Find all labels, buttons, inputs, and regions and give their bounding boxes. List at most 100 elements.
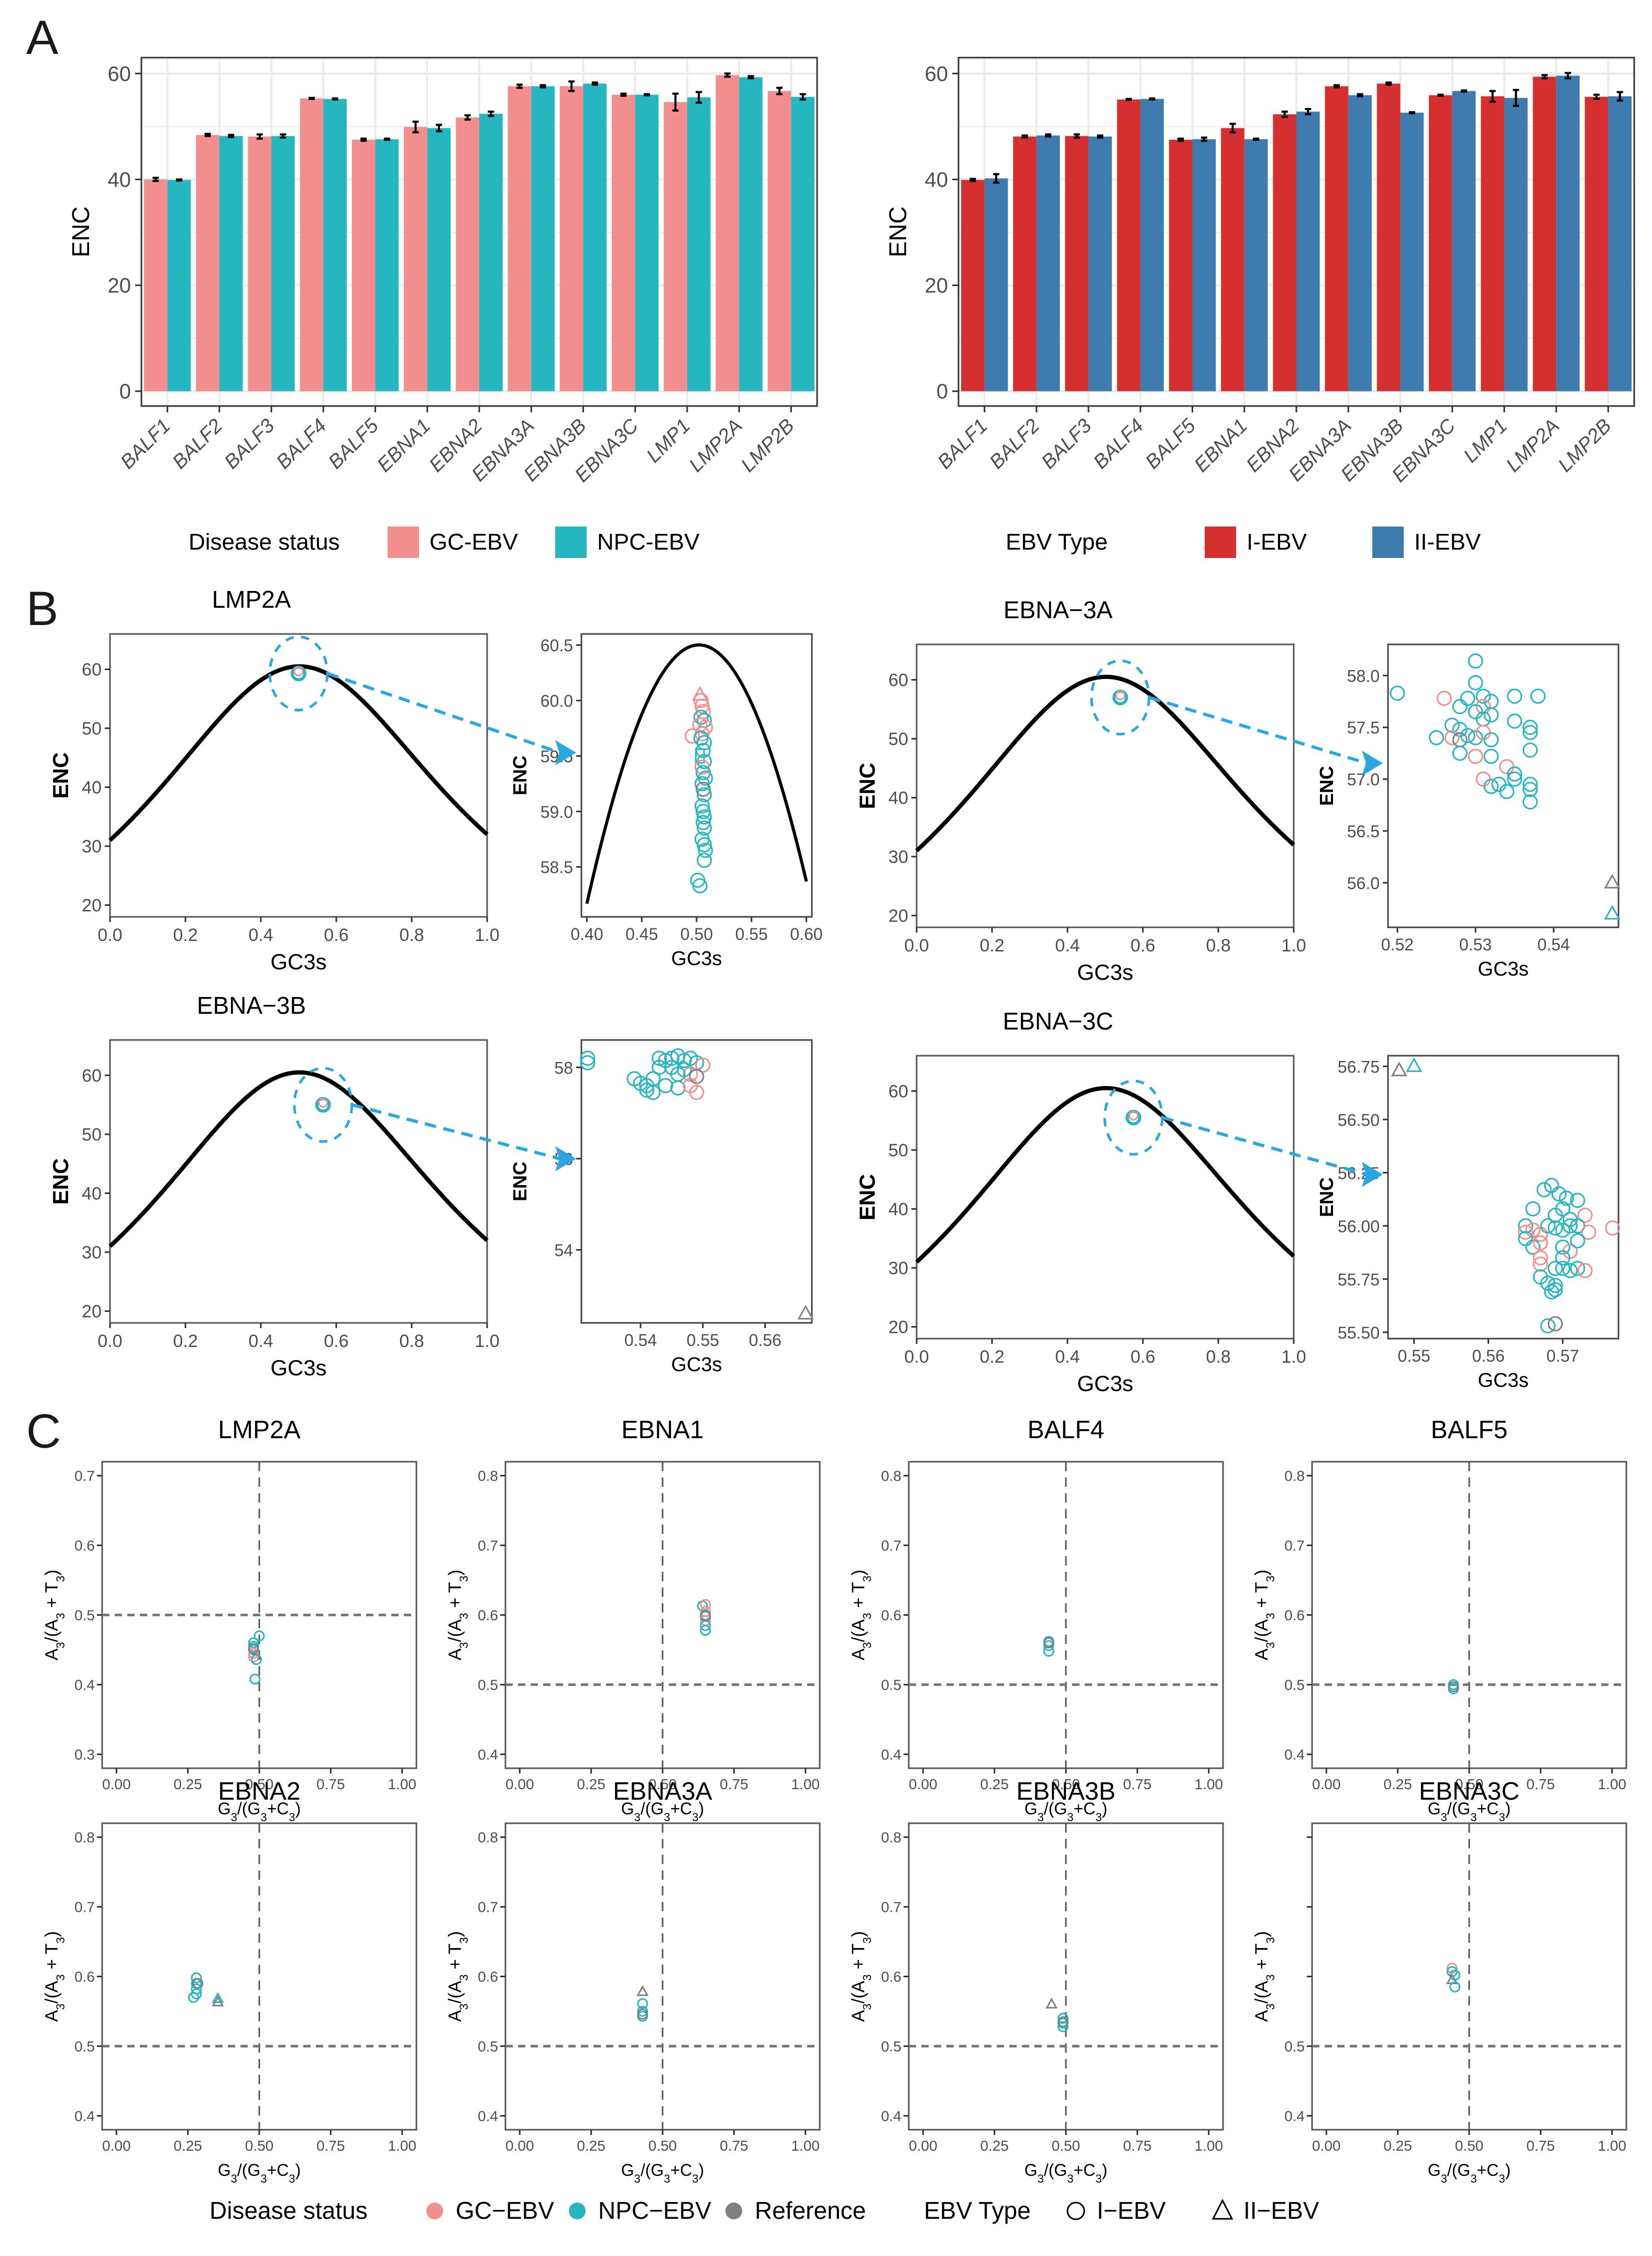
bar-I-EBV-LMP1: [1481, 96, 1504, 391]
pr2-plot-C-EBNA3B: EBNA3B 0.4 0.5 0.6 0.7 0.8 0.00 0.25 0.50 0.75 1.0…: [849, 1778, 1224, 2185]
x-tick-label: 0.25: [577, 1776, 605, 1792]
point-circle: [1555, 1261, 1571, 1276]
cluster-points: [318, 1098, 328, 1108]
bar-NPC-EBV-EBNA1: [427, 128, 451, 391]
bar-GC-EBV-BALF4: [300, 98, 324, 391]
y-axis-title: ENC: [48, 752, 73, 799]
legend-title: Disease status: [189, 529, 340, 555]
x-axis-title: G3/(G3+C3): [1428, 2161, 1511, 2185]
y-axis-title: ENC: [884, 206, 911, 257]
point-circle: [1525, 1222, 1541, 1238]
y-tick-label: 40: [888, 1200, 908, 1220]
x-tick-label: 0.50: [1455, 1776, 1484, 1792]
x-tick-label: BALF2: [985, 415, 1044, 474]
x-tick-label: 1.0: [1281, 936, 1306, 956]
bar-GC-EBV-BALF5: [351, 139, 376, 391]
point-circle: [1468, 675, 1483, 691]
bar-GC-EBV-BALF2: [196, 135, 219, 391]
inset-x-axis-title: GC3s: [671, 1354, 722, 1376]
arrow-head-icon: [1362, 1162, 1383, 1187]
cluster-points: [293, 666, 304, 676]
plot-title: BALF4: [1028, 1416, 1105, 1444]
point-triangle: [212, 1992, 224, 2003]
bar-GC-EBV-BALF3: [248, 136, 272, 391]
y-tick-label: 0.8: [478, 1830, 498, 1846]
y-axis-title: ENC: [855, 763, 879, 809]
enc-panel-B-EBNA3B: EBNA−3B 20 30 40 50 60 0.0 0.2 0.4 0.6 0.8 1.0 GC3s E…: [48, 992, 814, 1380]
y-tick-label: 60: [82, 660, 102, 680]
y-tick-label: 0.5: [478, 1677, 498, 1693]
point-circle: [697, 852, 712, 868]
y-tick-label: 60: [925, 62, 949, 85]
bar-I-EBV-EBNA3C: [1429, 95, 1452, 391]
point-circle: [1522, 719, 1538, 735]
x-tick-label: 1.00: [1598, 1776, 1626, 1792]
point-circle: [696, 804, 711, 819]
x-tick-label: 0.8: [1206, 936, 1230, 956]
bar-NPC-EBV-EBNA2: [479, 114, 503, 391]
bar-I-EBV-BALF3: [1065, 136, 1089, 391]
inset-y-tick-label: 56.0: [1347, 874, 1380, 893]
x-axis-title: G3/(G3+C3): [1025, 2161, 1108, 2185]
expected-enc-curve: [915, 1086, 1295, 1264]
point-circle: [1547, 1282, 1563, 1298]
y-tick-label: 40: [888, 788, 908, 808]
bar-II-EBV-EBNA3B: [1400, 113, 1424, 391]
y-tick-label: 60: [888, 671, 908, 691]
x-tick-label: 0.25: [980, 1776, 1009, 1792]
y-tick-label: 0.8: [478, 1468, 498, 1484]
point-circle: [1058, 2016, 1069, 2028]
point-circle: [251, 1654, 262, 1666]
y-tick-label: 0.5: [74, 2038, 95, 2054]
bar-I-EBV-EBNA2: [1273, 114, 1296, 391]
y-tick-label: 0.4: [478, 2108, 498, 2124]
legend-circle-icon: [1066, 2202, 1085, 2220]
x-tick-label: 0.25: [173, 1776, 202, 1792]
plot-title: BALF5: [1431, 1416, 1508, 1444]
y-tick-label: 0.5: [74, 1607, 95, 1624]
point-circle: [652, 1050, 667, 1066]
x-tick-label: 0.0: [97, 1331, 122, 1351]
expected-enc-curve: [108, 1070, 489, 1248]
panel-letter-c: C: [26, 1405, 61, 1458]
point-circle: [1533, 1250, 1548, 1266]
legend-label: NPC−EBV: [598, 2197, 711, 2224]
legend-label: Reference: [755, 2197, 866, 2224]
pr2-plot-C-EBNA3C: EBNA3C 0.5 0.4 0.00 0.25 0.50 0.75 1.00 G3/(G3+C…: [1252, 1778, 1627, 2185]
y-tick-label: 0.7: [74, 1468, 95, 1484]
x-axis-title: GC3s: [270, 949, 326, 974]
legend-swatch: [555, 527, 587, 558]
point-circle: [1058, 2021, 1069, 2032]
y-axis-title: A3/(A3 + T3): [445, 1570, 470, 1660]
point-circle: [1444, 730, 1460, 746]
x-tick-label: 0.50: [245, 2138, 274, 2154]
point-circle: [693, 693, 709, 708]
point-circle: [1518, 1218, 1534, 1234]
bar-NPC-EBV-BALF1: [167, 180, 191, 391]
point-circle: [1468, 749, 1483, 764]
point-circle: [254, 1630, 265, 1641]
y-axis-title: A3/(A3 + T3): [445, 1931, 470, 2022]
point-circle: [1544, 1178, 1559, 1193]
point-square: [695, 748, 705, 764]
point-circle: [697, 809, 712, 825]
x-tick-label: 0.4: [1055, 936, 1080, 956]
point-circle: [1043, 1646, 1054, 1657]
point-circle: [1577, 1263, 1593, 1278]
bar-NPC-EBV-BALF4: [323, 98, 347, 391]
point-circle: [1518, 1231, 1534, 1246]
plot-title: EBNA3B: [1016, 1778, 1115, 1805]
point-circle: [637, 2008, 648, 2020]
point-circle: [696, 815, 711, 830]
y-tick-label: 20: [888, 906, 908, 926]
y-tick-label: 0.4: [1284, 1746, 1305, 1762]
legend-label: GC-EBV: [429, 529, 518, 555]
bar-II-EBV-LMP2B: [1608, 96, 1632, 391]
point-circle: [1043, 1637, 1054, 1649]
y-tick-label: 0.4: [74, 2108, 95, 2124]
point-circle: [1522, 794, 1538, 810]
y-tick-label: 0.6: [74, 1969, 95, 1985]
point-circle: [694, 776, 710, 792]
inset-x-tick-label: 0.45: [625, 925, 658, 944]
point-circle: [694, 759, 710, 775]
